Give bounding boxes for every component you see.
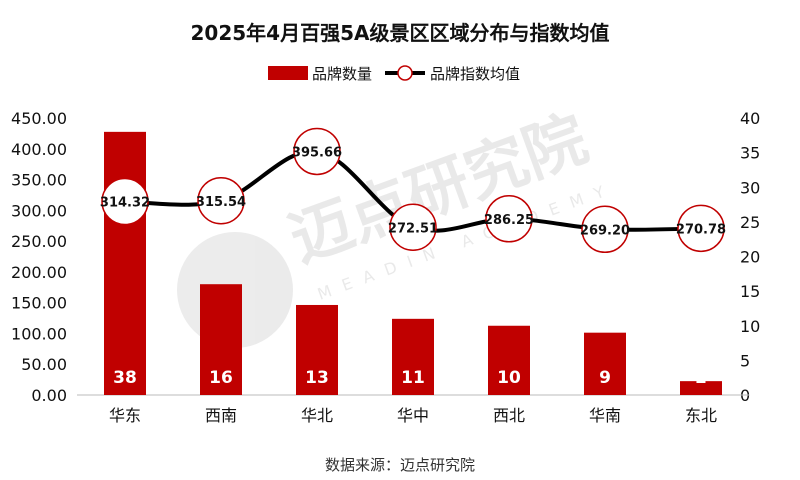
right-tick-label: 20 bbox=[740, 248, 760, 267]
left-tick-label: 450.00 bbox=[11, 109, 67, 128]
left-tick-label: 200.00 bbox=[11, 263, 67, 282]
line-marker bbox=[101, 177, 149, 226]
source-note: 数据来源：迈点研究院 bbox=[325, 456, 475, 474]
left-tick-label: 250.00 bbox=[11, 232, 67, 251]
chart-title: 2025年4月百强5A级景区区域分布与指数均值 bbox=[191, 21, 610, 45]
category-label: 华北 bbox=[301, 406, 333, 425]
line-data-label: 272.51 bbox=[388, 221, 438, 236]
bar bbox=[200, 284, 242, 395]
bar bbox=[296, 304, 338, 395]
bar-data-label: 13 bbox=[305, 368, 329, 388]
line-data-label: 314.32 bbox=[100, 196, 150, 211]
left-tick-label: 400.00 bbox=[11, 140, 67, 159]
legend: 品牌数量 品牌指数均值 bbox=[268, 65, 520, 83]
left-tick-label: 100.00 bbox=[11, 324, 67, 343]
right-tick-label: 35 bbox=[740, 144, 760, 163]
bar-data-label: 2 bbox=[695, 368, 707, 388]
legend-line-marker bbox=[397, 65, 413, 81]
category-label: 华中 bbox=[397, 406, 429, 425]
right-tick-label: 25 bbox=[740, 213, 760, 232]
line-marker bbox=[197, 177, 245, 225]
right-tick-label: 10 bbox=[740, 317, 760, 336]
bar-data-label: 16 bbox=[209, 368, 233, 388]
right-tick-label: 15 bbox=[740, 282, 760, 301]
bar bbox=[104, 131, 146, 395]
line-data-label: 395.66 bbox=[292, 145, 342, 160]
left-tick-label: 300.00 bbox=[11, 201, 67, 220]
line-data-label: 270.78 bbox=[676, 222, 726, 237]
category-label: 东北 bbox=[685, 406, 717, 425]
line-marker bbox=[485, 195, 533, 243]
legend-line-label: 品牌指数均值 bbox=[430, 65, 520, 83]
bar bbox=[584, 332, 626, 395]
right-tick-label: 30 bbox=[740, 178, 760, 197]
legend-bar-swatch bbox=[268, 66, 308, 80]
bar-data-label: 11 bbox=[401, 368, 425, 388]
left-tick-label: 350.00 bbox=[11, 171, 67, 190]
left-tick-label: 50.00 bbox=[21, 355, 67, 374]
line-marker bbox=[389, 203, 437, 252]
bar bbox=[488, 325, 530, 395]
bar bbox=[680, 381, 722, 395]
left-tick-label: 150.00 bbox=[11, 294, 67, 313]
line-data-label: 315.54 bbox=[196, 195, 246, 210]
bar bbox=[392, 318, 434, 395]
bar-data-label: 9 bbox=[599, 368, 611, 388]
line-data-label: 286.25 bbox=[484, 213, 534, 228]
line-marker bbox=[293, 127, 341, 176]
right-tick-label: 40 bbox=[740, 109, 760, 128]
bar-data-label: 38 bbox=[113, 368, 137, 388]
left-tick-label: 0.00 bbox=[31, 386, 67, 405]
bar-data-label: 10 bbox=[497, 368, 521, 388]
line-marker bbox=[581, 205, 629, 254]
category-label: 华东 bbox=[109, 406, 141, 425]
right-tick-label: 5 bbox=[740, 351, 750, 370]
line-marker bbox=[677, 204, 725, 253]
line-data-label: 269.20 bbox=[580, 223, 630, 238]
category-label: 西南 bbox=[205, 406, 237, 425]
category-label: 华南 bbox=[589, 406, 621, 425]
legend-bar-label: 品牌数量 bbox=[312, 65, 372, 83]
category-label: 西北 bbox=[493, 406, 525, 425]
